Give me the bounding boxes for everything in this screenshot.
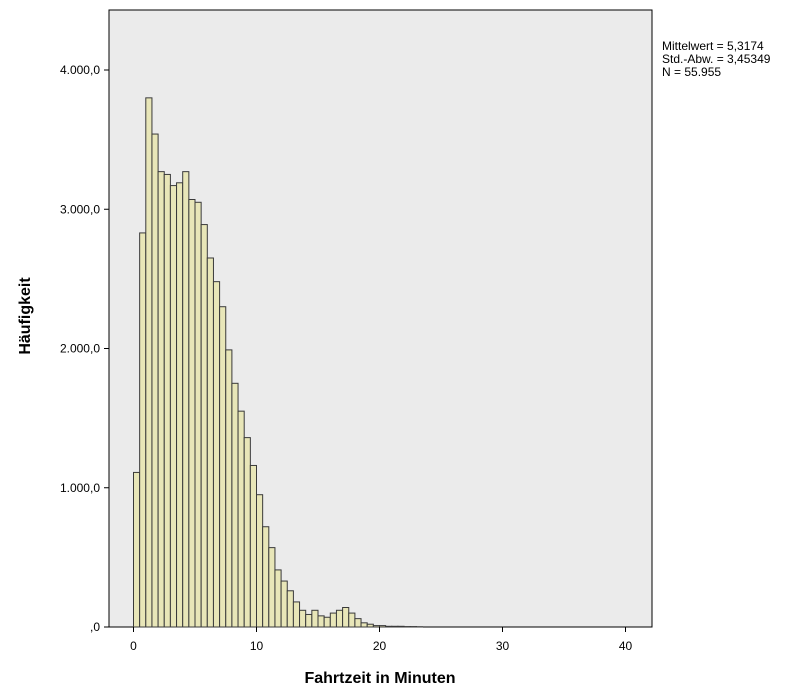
histogram-bar: [206, 257, 214, 628]
y-tick-label: 4.000,0: [60, 63, 100, 77]
x-tick-label: 10: [250, 639, 264, 653]
histogram-bar: [317, 615, 325, 628]
histogram-bar: [305, 613, 313, 628]
histogram-bar: [133, 471, 141, 628]
histogram-bar: [163, 173, 171, 628]
histogram-bar: [212, 281, 221, 628]
histogram-bar: [391, 625, 399, 628]
bars-group: [133, 97, 424, 628]
histogram-bar: [323, 616, 331, 628]
y-tick-label: 1.000,0: [60, 481, 100, 495]
histogram-bar: [385, 625, 393, 628]
y-tick-label: 2.000,0: [60, 342, 100, 356]
histogram-bar: [379, 625, 387, 628]
histogram-bar: [268, 547, 276, 628]
histogram-bar: [157, 171, 165, 628]
histogram-bar: [280, 580, 288, 628]
histogram-bar: [348, 612, 356, 628]
stat-std: Std.-Abw. = 3,45349: [662, 52, 771, 66]
histogram-bar: [329, 612, 337, 628]
x-tick-label: 30: [496, 639, 510, 653]
histogram-bar: [243, 437, 251, 628]
y-axis: ,0 1.000,0 2.000,0 3.000,0 4.000,0: [60, 63, 109, 634]
x-axis-title: Fahrtzeit in Minuten: [304, 670, 455, 687]
y-tick-label: ,0: [90, 620, 100, 634]
x-axis: 0 10 20 30 40: [130, 627, 632, 653]
x-tick-label: 20: [373, 639, 387, 653]
histogram-bar: [274, 569, 282, 628]
histogram-bar: [200, 224, 208, 628]
histogram-bar: [182, 171, 190, 628]
histogram-bar: [342, 607, 350, 628]
histogram-bar: [219, 306, 227, 628]
histogram-bar: [311, 609, 319, 628]
histogram-bar: [354, 618, 362, 628]
histogram-bar: [231, 382, 239, 628]
histogram-bar: [237, 410, 245, 628]
stat-mean: Mittelwert = 5,3174: [662, 39, 764, 53]
histogram-bar: [249, 464, 258, 628]
y-tick-label: 3.000,0: [60, 202, 100, 216]
histogram-bar: [225, 349, 233, 628]
histogram-bar: [256, 494, 264, 628]
histogram-bar: [372, 625, 381, 628]
histogram-bar: [139, 232, 147, 628]
stat-n: N = 55.955: [662, 65, 721, 79]
histogram-bar: [292, 601, 301, 628]
stats-box: Mittelwert = 5,3174 Std.-Abw. = 3,45349 …: [662, 39, 771, 79]
x-tick-label: 40: [619, 639, 633, 653]
histogram-bar: [366, 623, 374, 628]
histogram-bar: [360, 622, 368, 628]
y-axis-title: Häufigkeit: [17, 277, 34, 355]
histogram-bar: [262, 526, 270, 628]
histogram-bar: [335, 609, 344, 628]
histogram-bar: [176, 182, 184, 628]
histogram-bar: [194, 201, 202, 628]
histogram-bar: [299, 609, 307, 628]
histogram-bar: [286, 590, 294, 628]
histogram-bar: [188, 199, 196, 628]
histogram-bar: [169, 185, 178, 628]
histogram-bar: [397, 625, 405, 628]
x-tick-label: 0: [130, 639, 137, 653]
histogram-bar: [145, 97, 153, 628]
histogram-bar: [151, 133, 159, 628]
